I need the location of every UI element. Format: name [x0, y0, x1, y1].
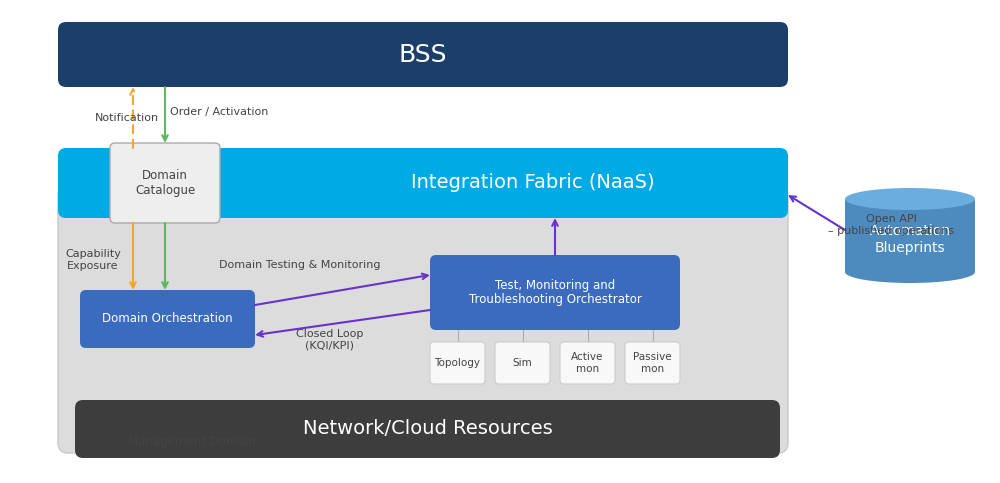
Text: Capability
Exposure: Capability Exposure: [65, 249, 121, 271]
Text: Test, Monitoring and
Troubleshooting Orchestrator: Test, Monitoring and Troubleshooting Orc…: [469, 279, 641, 307]
Ellipse shape: [845, 188, 975, 210]
FancyBboxPatch shape: [560, 342, 615, 384]
FancyBboxPatch shape: [110, 143, 220, 223]
FancyBboxPatch shape: [495, 342, 550, 384]
Text: Closed Loop
(KQI/KPI): Closed Loop (KQI/KPI): [296, 329, 364, 351]
FancyBboxPatch shape: [430, 255, 680, 330]
Text: Domain
Catalogue: Domain Catalogue: [135, 169, 195, 197]
Text: Integration Fabric (NaaS): Integration Fabric (NaaS): [411, 173, 654, 193]
Bar: [845, 199, 975, 272]
Text: Automation
Blueprints: Automation Blueprints: [870, 225, 950, 255]
FancyBboxPatch shape: [58, 22, 788, 87]
FancyBboxPatch shape: [58, 185, 788, 453]
Text: Network/Cloud Resources: Network/Cloud Resources: [303, 420, 552, 439]
FancyBboxPatch shape: [80, 290, 255, 348]
Text: BSS: BSS: [399, 43, 447, 67]
Ellipse shape: [845, 261, 975, 283]
Text: Open API
– published operations: Open API – published operations: [828, 214, 954, 236]
Text: Management Domain: Management Domain: [128, 435, 256, 448]
FancyBboxPatch shape: [625, 342, 680, 384]
Text: Order / Activation: Order / Activation: [170, 107, 268, 117]
FancyBboxPatch shape: [430, 342, 485, 384]
Text: Active
mon: Active mon: [571, 352, 604, 374]
Text: Sim: Sim: [513, 358, 532, 368]
Text: Domain Testing & Monitoring: Domain Testing & Monitoring: [219, 260, 381, 270]
Text: Passive
mon: Passive mon: [633, 352, 672, 374]
Text: Notification: Notification: [95, 113, 159, 123]
FancyBboxPatch shape: [58, 148, 788, 218]
FancyBboxPatch shape: [75, 400, 780, 458]
Text: Topology: Topology: [434, 358, 480, 368]
Text: Domain Orchestration: Domain Orchestration: [102, 313, 233, 326]
